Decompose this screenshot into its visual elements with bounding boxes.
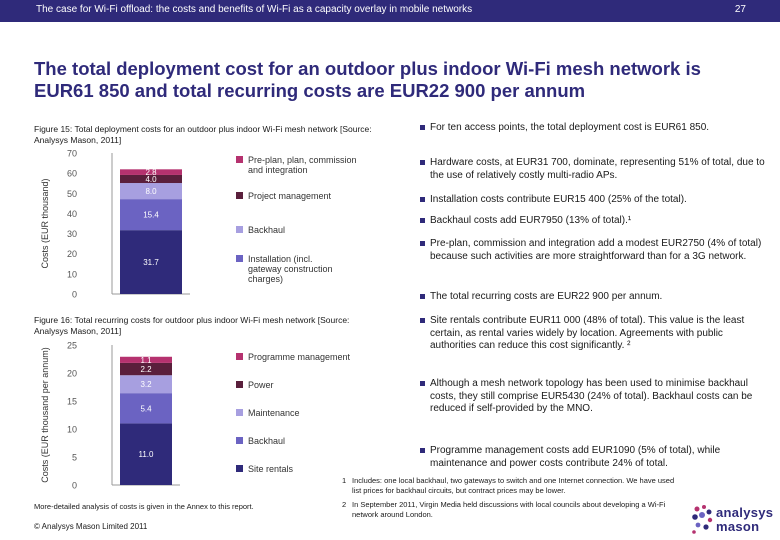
y-axis-label: Costs (EUR thousand per annum) — [40, 347, 50, 483]
y-tick-label: 40 — [67, 209, 77, 219]
logo-dots-icon — [692, 505, 713, 534]
y-tick-label: 15 — [67, 397, 77, 407]
bar-data-label: 4.0 — [145, 175, 157, 184]
y-tick-label: 10 — [67, 425, 77, 435]
annex-note: More-detailed analysis of costs is given… — [34, 502, 254, 511]
footnote-text: In September 2011, Virgin Media held dis… — [352, 500, 666, 519]
legend-label: Backhaul — [248, 436, 285, 446]
page-number: 27 — [734, 4, 746, 15]
bullet-item: For ten access points, the total deploym… — [420, 122, 765, 135]
legend-swatch — [236, 381, 243, 388]
y-tick-label: 30 — [67, 229, 77, 239]
footnote: 1 Includes: one local backhaul, two gate… — [342, 476, 682, 495]
bar-segment — [120, 174, 182, 184]
bar-segment — [120, 375, 172, 394]
copyright: © Analysys Mason Limited 2011 — [34, 522, 148, 531]
analysys-mason-logo: analysys mason — [690, 503, 774, 537]
bar-data-label: 15.4 — [143, 211, 159, 220]
y-tick-label: 0 — [72, 481, 77, 491]
bullet-marker — [420, 294, 425, 299]
logo-text-line1: analysys — [716, 505, 774, 520]
footnote-number: 2 — [342, 500, 347, 509]
y-tick-label: 60 — [67, 169, 77, 179]
bar-data-label: 3.2 — [140, 380, 152, 389]
y-tick-label: 20 — [67, 369, 77, 379]
bullet-marker — [420, 241, 425, 246]
bar-segment — [120, 393, 172, 424]
bar-segment — [120, 362, 172, 376]
legend-swatch — [236, 226, 243, 233]
y-tick-label: 50 — [67, 189, 77, 199]
y-tick-label: 70 — [67, 149, 77, 159]
legend-label: Backhaul — [248, 225, 285, 235]
legend-swatch — [236, 409, 243, 416]
legend-label: charges) — [248, 274, 283, 284]
legend-swatch — [236, 192, 243, 199]
y-tick-label: 25 — [67, 341, 77, 351]
bar-segment — [120, 169, 182, 175]
bar-segment — [120, 356, 172, 363]
legend-swatch — [236, 465, 243, 472]
bar-data-label: 1.1 — [140, 356, 152, 365]
bar-segment — [120, 199, 182, 231]
legend-label: and integration — [248, 165, 308, 175]
legend-label: Site rentals — [248, 464, 294, 474]
legend-swatch — [236, 353, 243, 360]
bar-data-label: 8.0 — [145, 187, 157, 196]
bar-data-label: 5.4 — [140, 404, 152, 413]
bar-segment — [120, 183, 182, 200]
legend-label: Installation (incl. — [248, 254, 313, 264]
footnote-number: 1 — [342, 476, 347, 485]
header-bar: The case for Wi-Fi offload: the costs an… — [0, 0, 780, 22]
legend-label: Project management — [248, 191, 332, 201]
figure-16-caption: Figure 16: Total recurring costs for out… — [34, 315, 350, 336]
legend-label: Programme management — [248, 352, 351, 362]
y-axis-label: Costs (EUR thousand) — [40, 178, 50, 268]
bullet-marker — [420, 125, 425, 130]
bullet-item: Although a mesh network topology has bee… — [420, 378, 765, 416]
bullet-item: Programme management costs add EUR1090 (… — [420, 445, 765, 470]
bullet-item: The total recurring costs are EUR22 900 … — [420, 291, 765, 304]
bullet-item: Backhaul costs add EUR7950 (13% of total… — [420, 215, 765, 228]
footnote-text: Includes: one local backhaul, two gatewa… — [352, 476, 675, 495]
bullet-marker — [420, 318, 425, 323]
legend-label: Maintenance — [248, 408, 300, 418]
bullet-marker — [420, 197, 425, 202]
footnote: 2 In September 2011, Virgin Media held d… — [342, 500, 682, 519]
legend-swatch — [236, 255, 243, 262]
legend-label: Power — [248, 380, 274, 390]
bar-data-label: 31.7 — [143, 258, 159, 267]
page-title: The total deployment cost for an outdoor… — [34, 58, 701, 101]
legend-swatch — [236, 437, 243, 444]
bullet-item: Pre-plan, commission and integration add… — [420, 238, 765, 263]
bar-data-label: 11.0 — [139, 450, 155, 459]
header-text: The case for Wi-Fi offload: the costs an… — [36, 4, 473, 15]
legend-swatch — [236, 156, 243, 163]
bullet-item: Hardware costs, at EUR31 700, dominate, … — [420, 157, 765, 182]
figure-15-caption: Figure 15: Total deployment costs for an… — [34, 124, 372, 145]
y-tick-label: 5 — [72, 453, 77, 463]
bar-data-label: 2.8 — [145, 168, 157, 177]
bullet-item: Site rentals contribute EUR11 000 (48% o… — [420, 315, 765, 353]
bullet-marker — [420, 448, 425, 453]
bullet-marker — [420, 218, 425, 223]
bar-segment — [120, 423, 172, 485]
y-tick-label: 0 — [72, 290, 77, 300]
bullet-marker — [420, 160, 425, 165]
bar-data-label: 2.2 — [140, 365, 152, 374]
legend-label: Pre-plan, plan, commission — [248, 155, 357, 165]
legend-label: gateway construction — [248, 264, 333, 274]
bullet-item: Installation costs contribute EUR15 400 … — [420, 194, 765, 207]
bar-segment — [120, 230, 182, 294]
y-tick-label: 10 — [67, 269, 77, 279]
logo-text-line2: mason — [716, 519, 760, 534]
y-tick-label: 20 — [67, 249, 77, 259]
bullet-marker — [420, 381, 425, 386]
